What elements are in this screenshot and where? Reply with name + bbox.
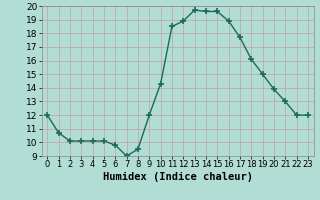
X-axis label: Humidex (Indice chaleur): Humidex (Indice chaleur) xyxy=(103,172,252,182)
